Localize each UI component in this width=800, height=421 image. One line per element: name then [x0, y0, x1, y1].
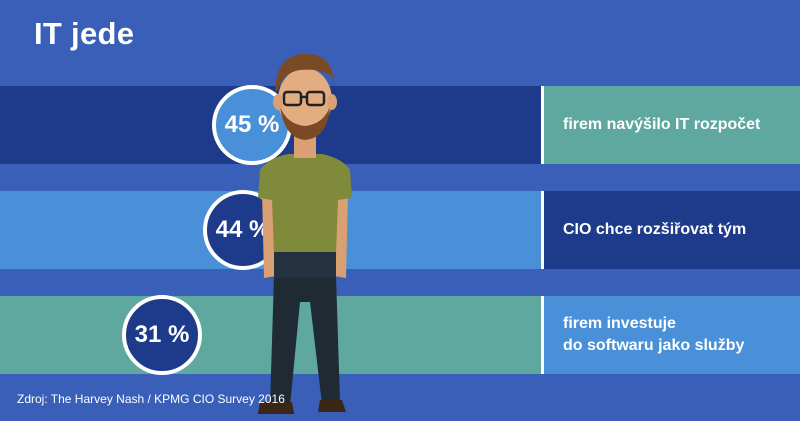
category-label: CIO chce rozšiřovat tým: [563, 221, 747, 238]
person-jeans: [270, 276, 340, 406]
person-beard: [280, 106, 330, 140]
row-divider: [541, 191, 544, 269]
category-label-box: firem investuje do softwaru jako služby: [544, 296, 800, 374]
row-divider: [541, 86, 544, 164]
row-divider: [541, 296, 544, 374]
person-glasses-right: [305, 90, 326, 107]
person-shoe-right: [318, 400, 346, 412]
person-hair: [275, 53, 334, 92]
chart-bar: [0, 296, 541, 374]
person-shoe-left: [258, 402, 294, 414]
person-neck: [294, 134, 316, 158]
category-label-box: CIO chce rozšiřovat tým: [544, 191, 800, 269]
chart-row: firem investuje do softwaru jako služby: [0, 296, 800, 374]
value-badge: 31 %: [122, 295, 202, 375]
chart-row: CIO chce rozšiřovat tým: [0, 191, 800, 269]
category-label-box: firem navýšilo IT rozpočet: [544, 86, 800, 164]
source-note: Zdroj: The Harvey Nash / KPMG CIO Survey…: [17, 392, 285, 406]
chart-row: firem navýšilo IT rozpočet: [0, 86, 800, 164]
category-label: firem investuje do softwaru jako služby: [563, 315, 745, 354]
person-glasses-left: [282, 90, 303, 107]
page-title: IT jede: [34, 16, 135, 51]
person-shirt: [258, 154, 352, 254]
person-face: [278, 68, 332, 132]
category-label: firem navýšilo IT rozpočet: [563, 116, 761, 133]
person-belt: [274, 252, 336, 278]
person-illustration: [258, 53, 352, 414]
